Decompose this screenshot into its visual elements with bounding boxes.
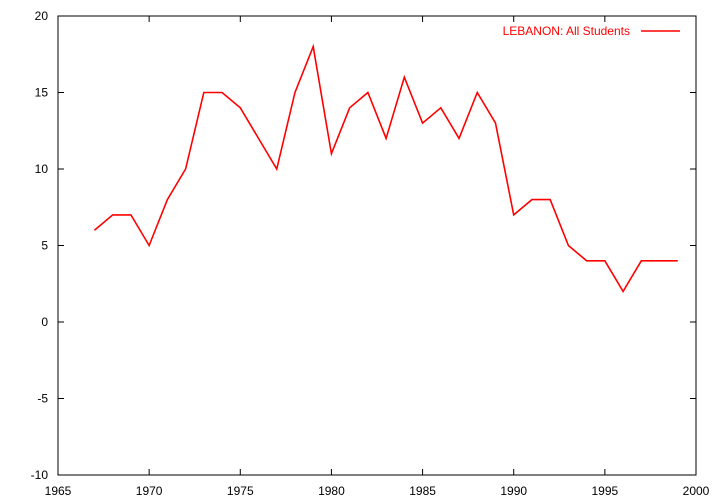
axis-tick-labels: 1965 1970 1975 1980 1985 1990 1995 2000 -10 -5 0 5 1… — [31, 9, 710, 498]
y-tick-label: 0 — [41, 315, 48, 329]
x-tick-label: 1965 — [45, 484, 72, 498]
series-layer — [93, 43, 678, 293]
plot-frame — [57, 15, 697, 476]
x-tick-label: 2000 — [683, 484, 710, 498]
y-tick-label: -10 — [31, 468, 49, 482]
legend: LEBANON: All Students — [503, 24, 680, 38]
x-tick-label: 1990 — [500, 484, 527, 498]
y-tick-label: 5 — [41, 239, 48, 253]
x-tick-label: 1980 — [318, 484, 345, 498]
y-tick-label: 10 — [35, 162, 49, 176]
x-tick-label: 1985 — [409, 484, 436, 498]
y-tick-label: -5 — [37, 392, 48, 406]
y-tick-label: 15 — [35, 86, 49, 100]
x-tick-label: 1975 — [227, 484, 254, 498]
axis-ticks — [57, 15, 697, 476]
x-tick-label: 1970 — [136, 484, 163, 498]
legend-label: LEBANON: All Students — [503, 24, 630, 38]
series-line — [93, 43, 678, 293]
x-tick-label: 1995 — [592, 484, 619, 498]
y-tick-label: 20 — [35, 9, 49, 23]
